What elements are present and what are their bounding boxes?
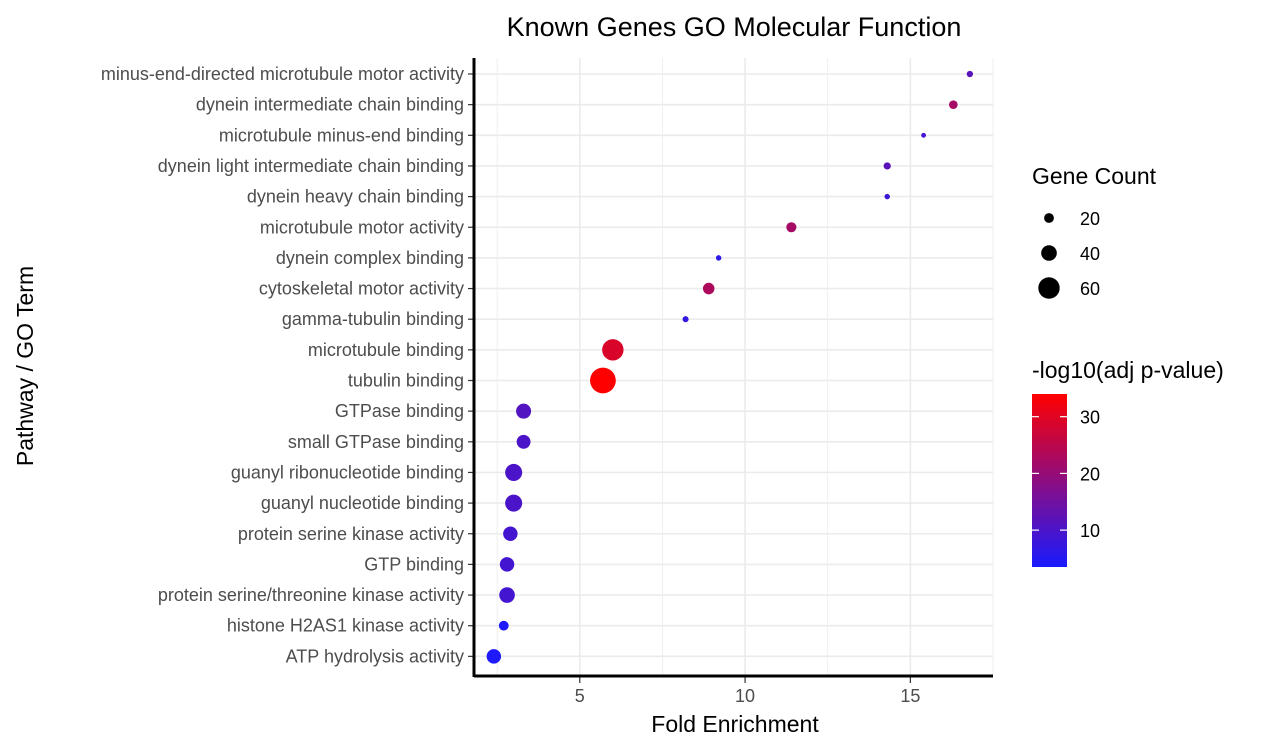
data-point <box>505 494 523 512</box>
y-tick-label: histone H2AS1 kinase activity <box>227 616 464 636</box>
y-tick-label: cytoskeletal motor activity <box>259 279 464 299</box>
axis-layer <box>472 58 993 678</box>
x-tick-label: 10 <box>735 686 755 706</box>
size-legend-label: 20 <box>1080 209 1100 229</box>
y-tick-label: guanyl nucleotide binding <box>261 493 464 513</box>
x-tick-labels: 5 10 15 <box>575 686 921 706</box>
y-axis-title: Pathway / GO Term <box>12 266 38 466</box>
data-point <box>966 70 974 78</box>
data-point <box>516 403 532 419</box>
size-legend: Gene Count 20 40 60 <box>1032 163 1157 299</box>
data-point <box>499 557 515 572</box>
data-point <box>884 193 890 200</box>
data-point <box>516 434 531 449</box>
grid-layer <box>468 58 994 683</box>
y-tick-label: small GTPase binding <box>288 432 464 452</box>
data-point <box>682 316 689 323</box>
data-point <box>602 339 624 361</box>
y-tick-label: microtubule minus-end binding <box>219 125 464 145</box>
y-tick-label: dynein heavy chain binding <box>247 187 464 207</box>
size-legend-key <box>1044 213 1054 223</box>
color-legend-title: -log10(adj p-value) <box>1032 357 1224 383</box>
y-tick-labels: minus-end-directed microtubule motor act… <box>101 64 464 666</box>
x-axis-title: Fold Enrichment <box>651 711 819 737</box>
points-layer <box>486 70 974 664</box>
data-point <box>503 526 518 541</box>
y-tick-label: protein serine/threonine kinase activity <box>158 585 464 605</box>
data-point <box>786 222 797 233</box>
chart-title: Known Genes GO Molecular Function <box>507 12 962 42</box>
y-tick-label: protein serine kinase activity <box>238 524 464 544</box>
data-point <box>702 282 715 295</box>
color-legend-label: 10 <box>1080 521 1100 541</box>
data-point <box>505 463 523 481</box>
data-point <box>883 162 891 170</box>
y-tick-label: ATP hydrolysis activity <box>286 646 464 666</box>
size-legend-key <box>1038 277 1060 299</box>
color-legend-label: 20 <box>1080 464 1100 484</box>
data-point <box>498 620 509 631</box>
y-tick-label: dynein light intermediate chain binding <box>158 156 464 176</box>
data-point <box>715 255 722 261</box>
color-legend-label: 30 <box>1080 408 1100 428</box>
size-legend-label: 40 <box>1080 244 1100 264</box>
data-point <box>499 587 515 603</box>
x-tick-label: 5 <box>575 686 585 706</box>
y-tick-label: GTP binding <box>364 554 464 574</box>
size-legend-key <box>1041 245 1057 261</box>
color-legend: -log10(adj p-value) 10 20 30 <box>1032 357 1224 567</box>
y-tick-label: GTPase binding <box>335 401 464 421</box>
size-legend-label: 60 <box>1080 279 1100 299</box>
y-tick-label: gamma-tubulin binding <box>282 309 464 329</box>
color-legend-bar <box>1032 394 1067 567</box>
y-tick-label: dynein complex binding <box>276 248 464 268</box>
x-tick-label: 15 <box>900 686 920 706</box>
data-point <box>921 132 927 138</box>
size-legend-title: Gene Count <box>1032 163 1157 189</box>
y-tick-label: guanyl ribonucleotide binding <box>231 462 464 482</box>
y-tick-label: tubulin binding <box>348 371 464 391</box>
data-point <box>590 367 616 394</box>
y-tick-label: minus-end-directed microtubule motor act… <box>101 64 464 84</box>
data-point <box>486 649 502 664</box>
y-tick-label: dynein intermediate chain binding <box>196 95 464 115</box>
y-tick-label: microtubule binding <box>308 340 464 360</box>
data-point <box>949 100 958 109</box>
size-legend-items: 20 40 60 <box>1038 209 1100 299</box>
y-tick-label: microtubule motor activity <box>260 217 464 237</box>
color-legend-ticks: 10 20 30 <box>1032 408 1100 541</box>
